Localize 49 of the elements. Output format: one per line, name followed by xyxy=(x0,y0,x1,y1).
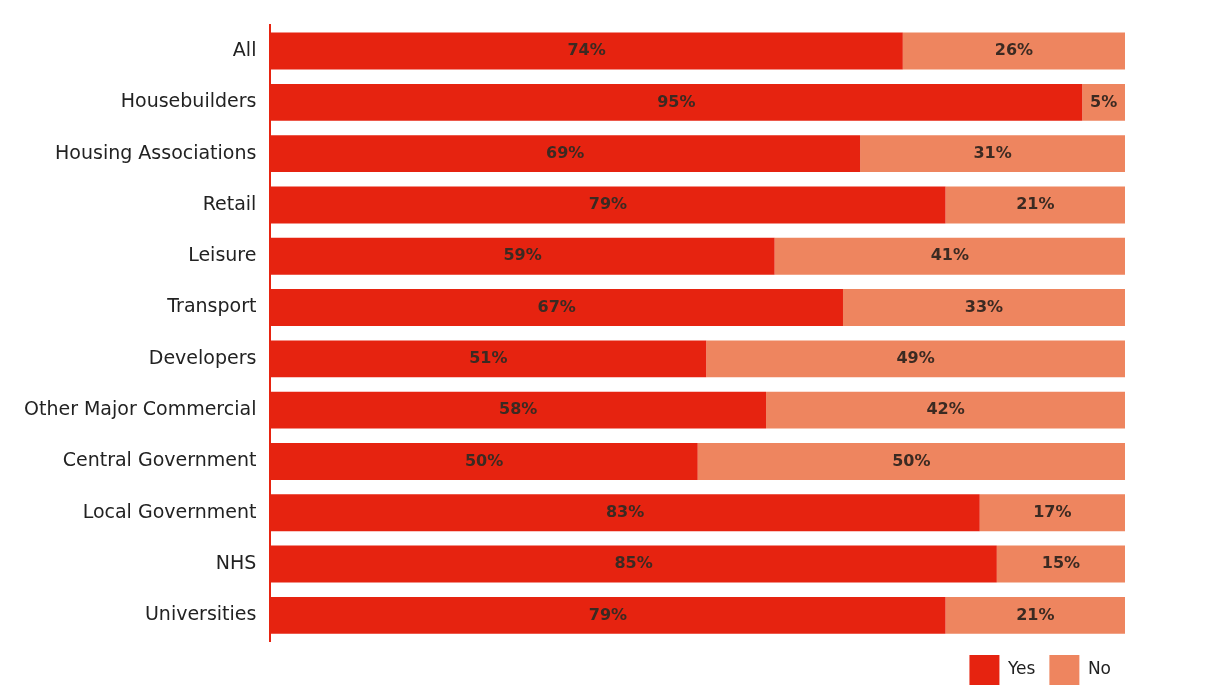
data-label: 21% xyxy=(1016,604,1055,624)
y-tick-label: Other Major Commercial xyxy=(23,397,257,420)
bar xyxy=(945,596,1125,634)
data-label: 21% xyxy=(1016,194,1055,214)
bar xyxy=(902,32,1125,70)
data-label: 69% xyxy=(546,142,585,162)
bar xyxy=(697,442,1125,480)
data-label: 95% xyxy=(657,91,696,111)
bar xyxy=(766,391,1125,429)
data-label: 42% xyxy=(926,399,965,419)
y-tick-label: All xyxy=(232,37,257,60)
data-label: 33% xyxy=(964,296,1004,316)
bar xyxy=(996,545,1125,583)
y-tick-label: Transport xyxy=(166,294,257,317)
bar xyxy=(945,186,1125,224)
data-label: 49% xyxy=(896,348,935,368)
data-label: 15% xyxy=(1041,553,1081,573)
bar xyxy=(860,135,1125,173)
data-label: 5% xyxy=(1090,91,1118,111)
y-tick-label: Developers xyxy=(148,345,257,368)
data-label: 85% xyxy=(614,553,653,573)
data-label: 17% xyxy=(1033,501,1072,521)
bar xyxy=(979,494,1125,532)
data-label: 67% xyxy=(537,296,576,316)
y-tick-label: NHS xyxy=(215,550,257,573)
y-tick-label: Housebuilders xyxy=(120,89,257,112)
data-label: 58% xyxy=(499,399,538,419)
data-label: 59% xyxy=(503,245,542,265)
y-tick-label: Universities xyxy=(144,602,257,625)
y-tick-label: Leisure xyxy=(188,243,257,266)
data-label: 41% xyxy=(930,245,969,265)
bar xyxy=(774,237,1125,275)
data-label: 79% xyxy=(588,604,628,624)
data-label: 50% xyxy=(464,450,504,470)
legend-label: Yes xyxy=(1006,658,1036,679)
data-label: 51% xyxy=(469,348,508,368)
y-tick-label: Housing Associations xyxy=(55,140,257,163)
y-tick-label: Local Government xyxy=(82,499,257,522)
bar xyxy=(706,340,1125,378)
data-label: 79% xyxy=(588,194,628,214)
data-label: 31% xyxy=(973,142,1012,162)
data-label: 83% xyxy=(605,501,645,521)
data-label: 74% xyxy=(567,40,606,60)
data-label: 26% xyxy=(994,40,1034,60)
data-label: 50% xyxy=(892,450,931,470)
bar xyxy=(842,289,1125,327)
y-tick-label: Retail xyxy=(202,191,257,214)
y-tick-label: Central Government xyxy=(62,448,257,471)
legend-label: No xyxy=(1087,658,1112,679)
